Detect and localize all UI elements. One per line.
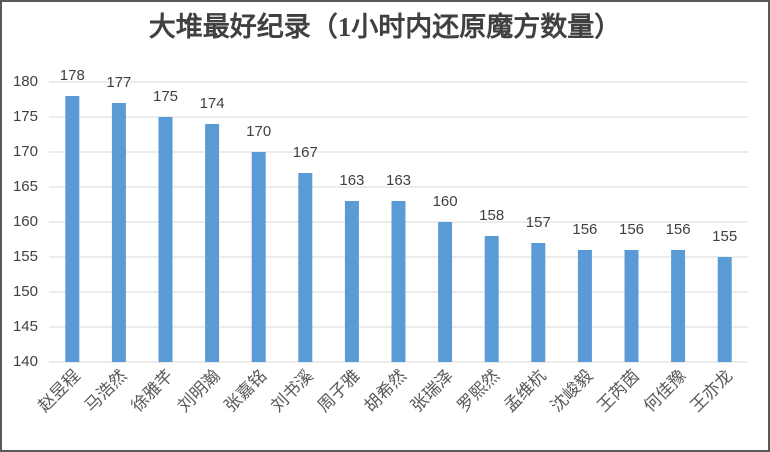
chart-title: 大堆最好纪录（1小时内还原魔方数量）	[149, 11, 622, 42]
y-tick-label: 170	[13, 143, 38, 160]
y-tick-label: 155	[13, 248, 38, 265]
y-tick-label: 145	[13, 318, 38, 335]
bar	[65, 96, 80, 362]
bar	[577, 250, 592, 362]
data-label: 174	[200, 95, 225, 112]
data-label: 156	[619, 221, 644, 238]
bar	[111, 103, 126, 362]
y-tick-label: 160	[13, 213, 38, 230]
data-label: 170	[246, 123, 271, 140]
data-label: 157	[526, 214, 551, 231]
bar	[298, 173, 313, 362]
data-label: 163	[339, 172, 364, 189]
y-tick-label: 165	[13, 178, 38, 195]
y-tick-label: 175	[13, 108, 38, 125]
y-tick-label: 140	[13, 353, 38, 370]
bar	[531, 243, 546, 362]
data-label: 158	[479, 207, 504, 224]
bar	[484, 236, 499, 362]
bar	[717, 257, 732, 362]
data-label: 160	[433, 193, 458, 210]
data-label: 177	[106, 74, 131, 91]
bar	[344, 201, 359, 362]
data-label: 155	[712, 228, 737, 245]
bar	[158, 117, 173, 362]
y-tick-label: 180	[13, 73, 38, 90]
bar	[251, 152, 266, 362]
bar	[624, 250, 639, 362]
data-label: 175	[153, 88, 178, 105]
bar	[671, 250, 686, 362]
data-label: 163	[386, 172, 411, 189]
data-label: 167	[293, 144, 318, 161]
bar	[391, 201, 406, 362]
data-label: 178	[60, 67, 85, 84]
bar	[205, 124, 220, 362]
data-label: 156	[666, 221, 691, 238]
y-tick-label: 150	[13, 283, 38, 300]
data-label: 156	[572, 221, 597, 238]
bar	[438, 222, 453, 362]
